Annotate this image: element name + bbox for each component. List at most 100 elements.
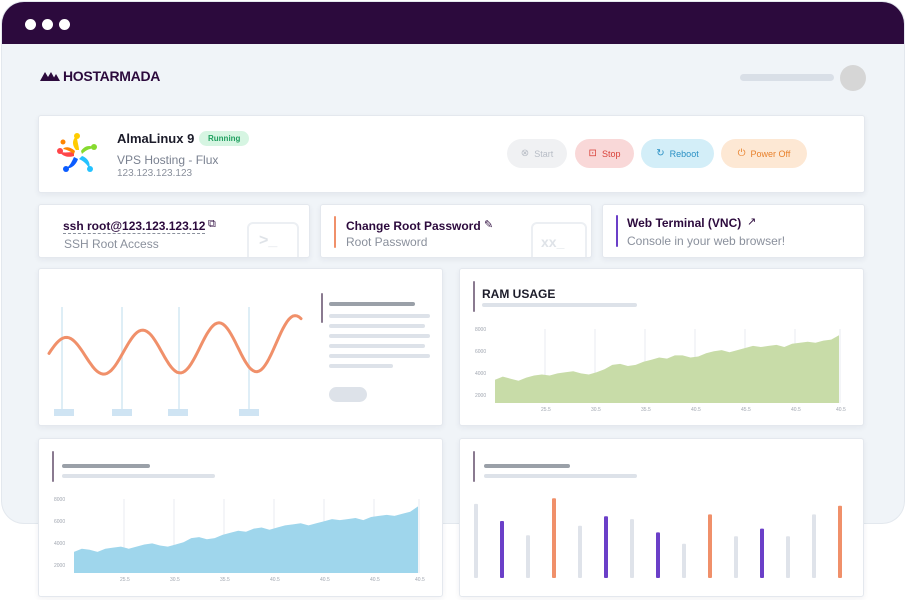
x-tick-label: 40.5: [836, 407, 846, 413]
y-tick-label: 4000: [475, 371, 486, 377]
window-dot-icon[interactable]: [42, 19, 53, 30]
password-watermark-icon: xx_: [531, 222, 587, 257]
edit-icon[interactable]: ✎: [484, 219, 494, 231]
skeleton-line: [484, 464, 570, 468]
bar: [526, 535, 530, 578]
web-terminal-card[interactable]: Web Terminal (VNC) ↗ Console in your web…: [602, 204, 865, 258]
server-name: AlmaLinux 9: [117, 131, 195, 146]
accent-bar: [52, 451, 54, 482]
x-tick-label: 45.5: [741, 407, 751, 413]
x-tick-label: 35.5: [641, 407, 651, 413]
skeleton-line: [329, 364, 393, 368]
ram-usage-title: RAM USAGE: [482, 287, 556, 301]
x-tick-label: 40.5: [320, 577, 330, 583]
y-tick-label: 2000: [475, 393, 486, 399]
bar: [734, 536, 738, 578]
wave-chart: [47, 307, 303, 416]
y-tick-label: 6000: [475, 349, 486, 355]
bar-chart-card: [459, 438, 864, 597]
x-tick-label: 30.5: [591, 407, 601, 413]
skeleton-line: [482, 303, 637, 307]
password-subtitle: Root Password: [346, 235, 428, 249]
copy-icon[interactable]: ⧉: [208, 218, 216, 230]
skeleton-line: [329, 354, 430, 358]
change-password-title[interactable]: Change Root Password: [346, 219, 481, 233]
ram-usage-card: RAM USAGE 8000 6000 4000 2000 25.5 30.5 35.5 40…: [459, 268, 864, 426]
skeleton-line: [329, 324, 425, 328]
cpu-area-chart: 8000 6000 4000 2000 25.5 30.5 35.5 40.5 40.5 40.5…: [54, 497, 425, 583]
axis-marker: [239, 409, 259, 416]
header-placeholder-bar: [740, 74, 834, 81]
y-tick-label: 8000: [475, 327, 486, 333]
axis-marker: [168, 409, 188, 416]
bar-chart: [474, 498, 842, 578]
y-tick-label: 4000: [54, 541, 65, 547]
server-ip: 123.123.123.123: [117, 168, 193, 179]
cpu-chart-card: 8000 6000 4000 2000 25.5 30.5 35.5 40.5 40.5 40.5…: [38, 438, 443, 597]
x-tick-label: 25.5: [541, 407, 551, 413]
ssh-command[interactable]: ssh root@123.123.123.12: [63, 219, 206, 234]
area-series: [495, 335, 839, 403]
skeleton-line: [62, 464, 150, 468]
status-badge: Running: [199, 131, 250, 146]
server-plan: VPS Hosting - Flux: [117, 153, 219, 167]
bar: [474, 503, 478, 578]
window-dot-icon[interactable]: [59, 19, 70, 30]
web-terminal-subtitle: Console in your web browser!: [627, 234, 786, 248]
accent-bar: [616, 215, 618, 247]
bar: [708, 514, 712, 578]
x-tick-label: 40.5: [691, 407, 701, 413]
x-tick-label: 40.5: [791, 407, 801, 413]
bar: [682, 543, 686, 578]
accent-bar: [473, 281, 475, 312]
axis-marker: [112, 409, 132, 416]
ssh-subtitle: SSH Root Access: [64, 237, 159, 251]
x-tick-label: 35.5: [220, 577, 230, 583]
start-icon: ⊗: [520, 148, 530, 159]
window-dot-icon[interactable]: [25, 19, 36, 30]
armada-logo-icon: [40, 72, 60, 81]
stop-icon: ⊡: [588, 148, 597, 159]
bar: [604, 516, 608, 578]
avatar[interactable]: [840, 65, 866, 91]
reboot-button[interactable]: ↻ Reboot: [641, 139, 714, 168]
bar: [838, 505, 842, 578]
skeleton-line: [484, 474, 637, 478]
browser-window: HOSTARMADA: [2, 2, 904, 523]
root-password-card[interactable]: Change Root Password ✎ Root Password xx_: [320, 204, 592, 258]
axis-marker: [54, 409, 74, 416]
accent-bar: [321, 293, 323, 323]
bar: [786, 536, 790, 578]
bar: [500, 521, 504, 578]
ssh-access-card[interactable]: ssh root@123.123.123.12 ⧉ SSH Root Acces…: [38, 204, 310, 258]
web-terminal-title[interactable]: Web Terminal (VNC): [627, 216, 742, 230]
x-tick-label: 40.5: [270, 577, 280, 583]
skeleton-line: [329, 302, 415, 306]
y-tick-label: 6000: [54, 519, 65, 525]
bar: [812, 514, 816, 578]
bar: [656, 532, 660, 578]
start-button[interactable]: ⊗ Start: [507, 139, 567, 168]
external-link-icon[interactable]: ↗: [747, 216, 757, 228]
skeleton-button[interactable]: [329, 387, 367, 402]
accent-bar: [334, 216, 336, 248]
skeleton-line: [329, 344, 425, 348]
server-card: AlmaLinux 9 Running VPS Hosting - Flux 1…: [38, 115, 865, 193]
x-tick-label: 25.5: [120, 577, 130, 583]
bar: [760, 528, 764, 578]
almalinux-logo-icon: [57, 133, 97, 172]
brand-name: HOSTARMADA: [63, 68, 161, 84]
bar: [630, 519, 634, 578]
accent-bar: [473, 451, 475, 482]
brand-logo[interactable]: HOSTARMADA: [40, 68, 160, 84]
x-tick-label: 30.5: [170, 577, 180, 583]
stop-button[interactable]: ⊡ Stop: [575, 139, 634, 168]
skeleton-line: [62, 474, 215, 478]
power-icon: ⏻: [737, 148, 746, 159]
bar: [552, 498, 556, 578]
ram-area-chart: 8000 6000 4000 2000 25.5 30.5 35.5 40.5 45.5 40.5…: [475, 327, 846, 413]
reboot-icon: ↻: [656, 148, 665, 159]
power-off-button[interactable]: ⏻ Power Off: [721, 139, 807, 168]
wave-series: [47, 314, 303, 376]
bar: [578, 525, 582, 578]
